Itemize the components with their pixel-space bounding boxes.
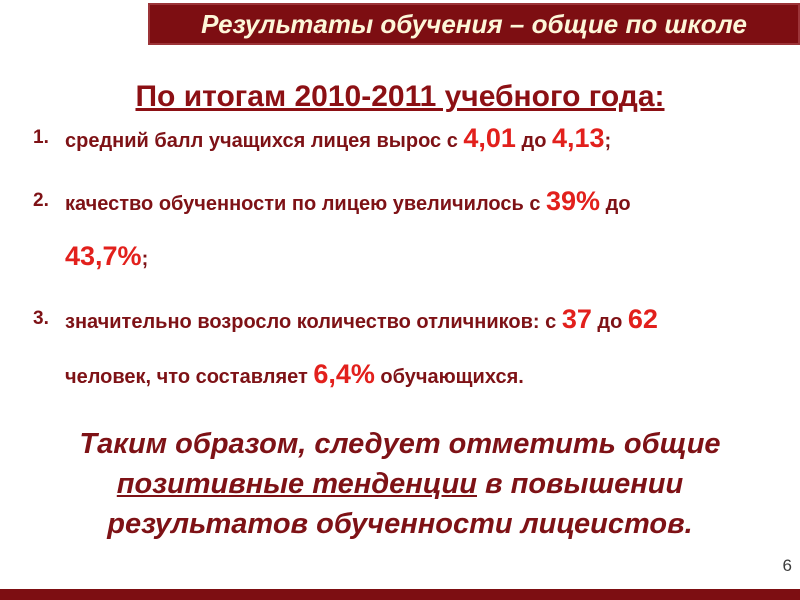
slide-title: Результаты обучения – общие по школе: [201, 8, 747, 39]
text-line: качество обученности по лицею увеличилос…: [65, 175, 772, 230]
text-line: средний балл учащихся лицея вырос с 4,01…: [65, 112, 772, 167]
list-item: 3. значительно возросло количество отличн…: [33, 293, 772, 403]
text-segment: ;: [141, 248, 149, 270]
highlight-number: 4,01: [463, 123, 516, 153]
text-line: значительно возросло количество отличник…: [65, 293, 772, 348]
results-list: 1. средний балл учащихся лицея вырос с 4,…: [33, 112, 772, 403]
section-heading: По итогам 2010-2011 учебного года:: [135, 80, 665, 113]
text-segment: качество обученности по лицею увеличилос…: [65, 193, 547, 215]
footer-bar: [0, 589, 800, 600]
list-item-number: 1.: [33, 127, 49, 148]
text-segment: обучающихся.: [374, 366, 524, 388]
text-segment: до: [591, 311, 628, 333]
list-item-number: 2.: [33, 190, 49, 211]
text-segment: человек, что составляет: [65, 366, 314, 388]
list-item: 2. качество обученности по лицею увеличил…: [33, 175, 772, 285]
text-segment: ;: [604, 130, 612, 152]
conclusion-text: Таким образом, следует отметить общие поз…: [0, 424, 800, 544]
page-number: 6: [782, 556, 792, 575]
text-segment: значительно возросло количество отличник…: [65, 311, 562, 333]
text-segment: в повышении: [477, 468, 684, 500]
list-item-number: 3.: [33, 308, 49, 329]
text-line: результатов обученности лицеистов.: [0, 504, 800, 544]
text-line: позитивные тенденции в повышении: [0, 464, 800, 504]
highlight-number: 62: [627, 304, 658, 334]
underlined-phrase: позитивные тенденции: [116, 468, 477, 500]
highlight-number: 43,7%: [65, 241, 142, 271]
text-segment: результатов обученности лицеистов.: [107, 508, 693, 540]
text-segment: до: [515, 130, 552, 152]
slide-title-banner: Результаты обучения – общие по школе: [148, 3, 800, 45]
text-line: человек, что составляет 6,4% обучающихся…: [65, 348, 772, 403]
text-line: 43,7%;: [65, 230, 772, 285]
text-line: Таким образом, следует отметить общие: [0, 424, 800, 464]
highlight-number: 37: [561, 304, 592, 334]
highlight-number: 6,4%: [313, 359, 375, 389]
highlight-number: 39%: [546, 186, 601, 216]
text-segment: до: [600, 193, 631, 215]
text-segment: Таким образом, следует отметить общие: [79, 428, 721, 460]
text-segment: средний балл учащихся лицея вырос с: [65, 130, 464, 152]
list-item: 1. средний балл учащихся лицея вырос с 4,…: [33, 112, 772, 167]
highlight-number: 4,13: [551, 123, 605, 153]
